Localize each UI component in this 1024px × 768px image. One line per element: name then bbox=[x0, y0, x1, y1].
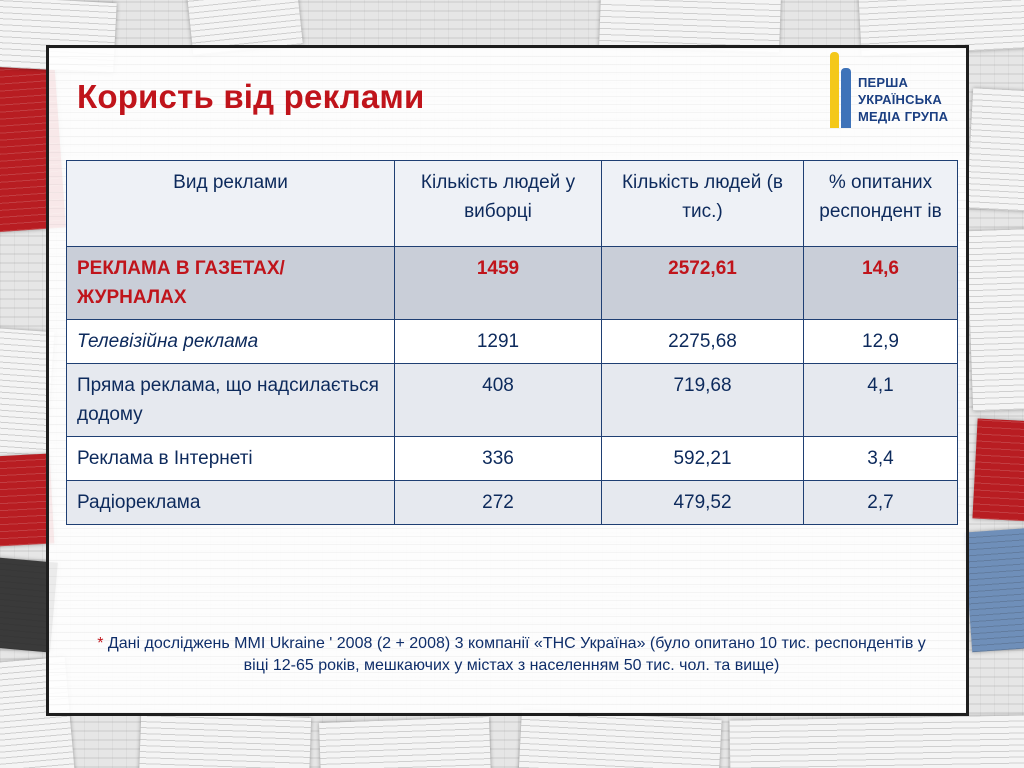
cell-thousands: 2275,68 bbox=[601, 319, 804, 364]
logo-line-3: МЕДІА ГРУПА bbox=[858, 109, 949, 124]
page-title: Користь від реклами bbox=[77, 78, 425, 115]
header-sample-size: Кількість людей у виборці bbox=[394, 160, 602, 247]
advertising-table: Вид реклами Кількість людей у виборці Кі… bbox=[66, 160, 958, 525]
cell-sample: 272 bbox=[394, 480, 602, 525]
cell-ad-type: Радіореклама bbox=[66, 480, 395, 525]
table-row: Телевізійна реклама 1291 2275,68 12,9 bbox=[66, 319, 958, 364]
newspaper-clipping bbox=[138, 712, 312, 768]
footnote: * Дані досліджень MMI Ukraine ' 2008 (2 … bbox=[89, 633, 934, 677]
newspaper-clipping bbox=[972, 418, 1024, 522]
newspaper-clipping bbox=[729, 715, 1024, 768]
table-row: Реклама в Інтернеті 336 592,21 3,4 bbox=[66, 436, 958, 481]
footnote-star: * bbox=[97, 635, 104, 652]
cell-percent: 12,9 bbox=[803, 319, 958, 364]
table-row: Радіореклама 272 479,52 2,7 bbox=[66, 480, 958, 525]
table-header-row: Вид реклами Кількість людей у виборці Кі… bbox=[66, 160, 958, 247]
cell-ad-type: Пряма реклама, що надсилається додому bbox=[66, 363, 395, 437]
header-ad-type: Вид реклами bbox=[66, 160, 395, 247]
cell-percent: 2,7 bbox=[803, 480, 958, 525]
newspaper-clipping bbox=[963, 527, 1024, 653]
cell-sample: 1291 bbox=[394, 319, 602, 364]
logo-line-1: ПЕРША bbox=[858, 75, 909, 90]
company-logo: ПЕРША УКРАЇНСЬКА МЕДІА ГРУПА bbox=[830, 52, 960, 132]
slide-panel: Користь від реклами ПЕРША УКРАЇНСЬКА МЕД… bbox=[46, 45, 969, 716]
newspaper-clipping bbox=[966, 228, 1024, 412]
cell-ad-type: РЕКЛАМА В ГАЗЕТАХ/ЖУРНАЛАХ bbox=[66, 246, 395, 320]
footnote-text: Дані досліджень MMI Ukraine ' 2008 (2 + … bbox=[107, 635, 926, 674]
logo-line-2: УКРАЇНСЬКА bbox=[858, 92, 942, 107]
newspaper-clipping bbox=[319, 717, 491, 768]
cell-ad-type: Телевізійна реклама bbox=[66, 319, 395, 364]
cell-percent: 14,6 bbox=[803, 246, 958, 320]
cell-thousands: 719,68 bbox=[601, 363, 804, 437]
cell-ad-type: Реклама в Інтернеті bbox=[66, 436, 395, 481]
newspaper-clipping bbox=[966, 88, 1024, 212]
table-row: Пряма реклама, що надсилається додому 40… bbox=[66, 363, 958, 437]
cell-percent: 3,4 bbox=[803, 436, 958, 481]
header-percent: % опитаних респондент ів bbox=[803, 160, 958, 247]
cell-sample: 1459 bbox=[394, 246, 602, 320]
newspaper-clipping bbox=[518, 709, 722, 768]
logo-mark-icon bbox=[830, 52, 852, 128]
header-thousands: Кількість людей (в тис.) bbox=[601, 160, 804, 247]
cell-sample: 408 bbox=[394, 363, 602, 437]
cell-thousands: 2572,61 bbox=[601, 246, 804, 320]
logo-text: ПЕРША УКРАЇНСЬКА МЕДІА ГРУПА bbox=[858, 74, 948, 125]
cell-percent: 4,1 bbox=[803, 363, 958, 437]
table-row: РЕКЛАМА В ГАЗЕТАХ/ЖУРНАЛАХ 1459 2572,61 … bbox=[66, 246, 958, 320]
cell-thousands: 479,52 bbox=[601, 480, 804, 525]
cell-thousands: 592,21 bbox=[601, 436, 804, 481]
cell-sample: 336 bbox=[394, 436, 602, 481]
